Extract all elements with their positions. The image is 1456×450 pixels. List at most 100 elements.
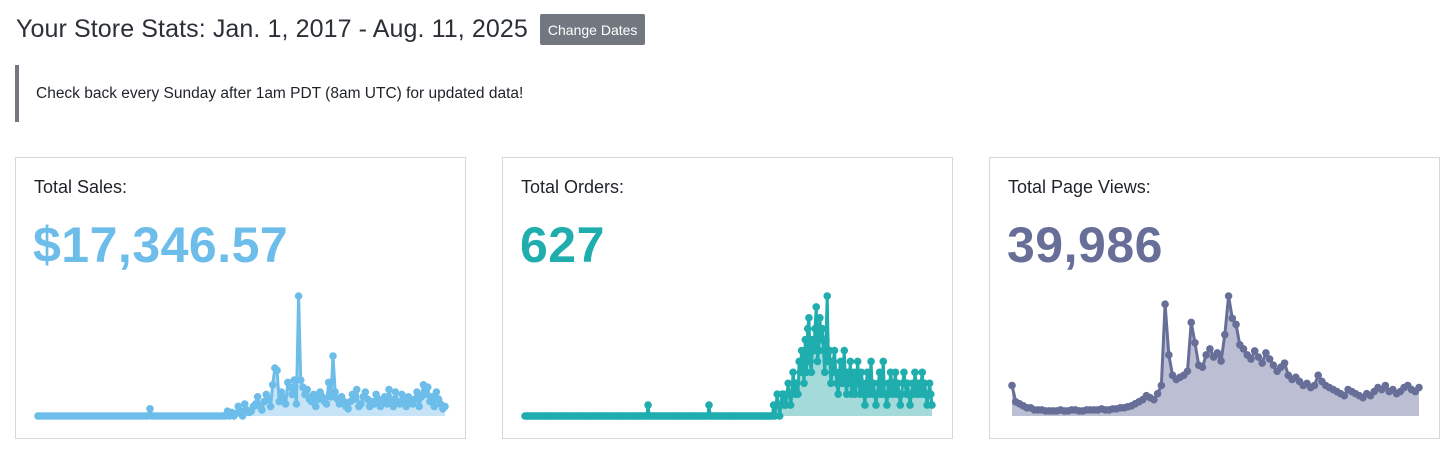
chart-point [1381,381,1390,390]
total-page-views-value: 39,986 [1007,217,1163,273]
chart-point [357,400,365,408]
chart-point [792,379,801,388]
chart-point [322,400,331,408]
chart-point [1228,314,1237,323]
chart-area [525,296,932,416]
chart-point [1314,371,1322,380]
chart-point [794,390,802,398]
chart-point [296,376,305,384]
chart-point [796,368,805,377]
chart-point [423,383,432,391]
chart-point [411,395,419,403]
chart-point [850,368,858,377]
chart-point [268,381,277,389]
chart-point [1165,351,1173,359]
chart-point [1265,355,1274,363]
chart-point [391,388,400,396]
header: Your Store Stats: Jan. 1, 2017 - Aug. 11… [16,14,646,45]
chart-point [807,368,816,377]
chart-point [803,324,812,333]
chart-point [288,390,296,399]
chart-point [819,346,828,355]
chart-point [273,366,281,375]
total-orders-value: 627 [520,217,605,273]
chart-point [811,324,819,333]
chart-point [846,357,855,366]
chart-point [1213,349,1222,357]
chart-point [816,314,824,322]
chart-point [834,390,842,398]
chart-point [1217,357,1225,365]
chart-point [918,368,927,377]
chart-point [926,390,935,398]
chart-point [799,357,807,366]
chart-point [238,412,247,420]
chart-point [891,368,900,377]
chart-point [872,401,880,409]
chart-point [303,385,311,394]
notice-text: Check back every Sunday after 1am PDT (8… [36,84,524,102]
total-sales-value: $17,346.57 [33,217,289,273]
chart-point [822,335,830,344]
chart-point [324,378,333,387]
chart-point [800,379,808,388]
chart-point [1239,345,1248,353]
chart-point [1150,395,1158,404]
chart-point [789,368,797,377]
chart-point [805,314,813,322]
total-page-views-label: Total Page Views: [1008,177,1151,197]
chart-point [911,368,919,377]
chart-point [808,335,817,344]
chart-point [879,357,888,366]
chart-point [867,357,875,366]
chart-point [361,388,370,396]
chart-point [928,401,936,409]
chart-point [1008,381,1016,390]
change-dates-button[interactable]: Change Dates [539,14,646,45]
chart-point [1161,300,1169,308]
chart-point [258,406,266,414]
chart-point [644,401,652,409]
chart-point [1206,345,1214,353]
chart-point [830,346,839,355]
chart-point [883,401,891,409]
chart-point [797,346,806,355]
chart-point [415,402,423,411]
chart-point [421,390,430,399]
chart-point [286,383,294,391]
chart-point [290,376,299,384]
chart-point [329,352,337,360]
chart-point [775,412,784,420]
chart-point [441,402,449,411]
chart-point [705,401,713,409]
chart-point [784,379,793,388]
chart-point [311,402,320,411]
chart-point [352,385,361,394]
chart-point [253,393,262,401]
chart-point [1415,383,1423,392]
total-page-views-card: Total Page Views: 39,986 [989,157,1440,439]
chart-point [875,368,884,377]
chart-point [786,401,795,409]
chart-point [1340,391,1349,400]
chart-point [1280,359,1289,367]
chart-point [857,368,866,377]
chart-point [925,379,934,388]
chart-point [853,357,862,366]
total-sales-card: Total Sales: $17,346.57 [15,157,466,439]
chart-point [1157,381,1166,390]
chart-point [1224,292,1233,300]
chart-point [844,368,852,377]
chart-point [801,335,810,344]
chart-point [1198,363,1207,371]
chart-point [240,400,249,408]
chart-point [1153,389,1162,398]
chart-point [277,388,286,396]
chart-point [827,379,835,388]
chart-point [1254,353,1263,361]
chart-point [806,357,814,366]
chart-point [331,388,339,396]
chart-point [266,402,275,411]
total-sales-label: Total Sales: [34,177,128,197]
chart-point [1269,361,1278,369]
